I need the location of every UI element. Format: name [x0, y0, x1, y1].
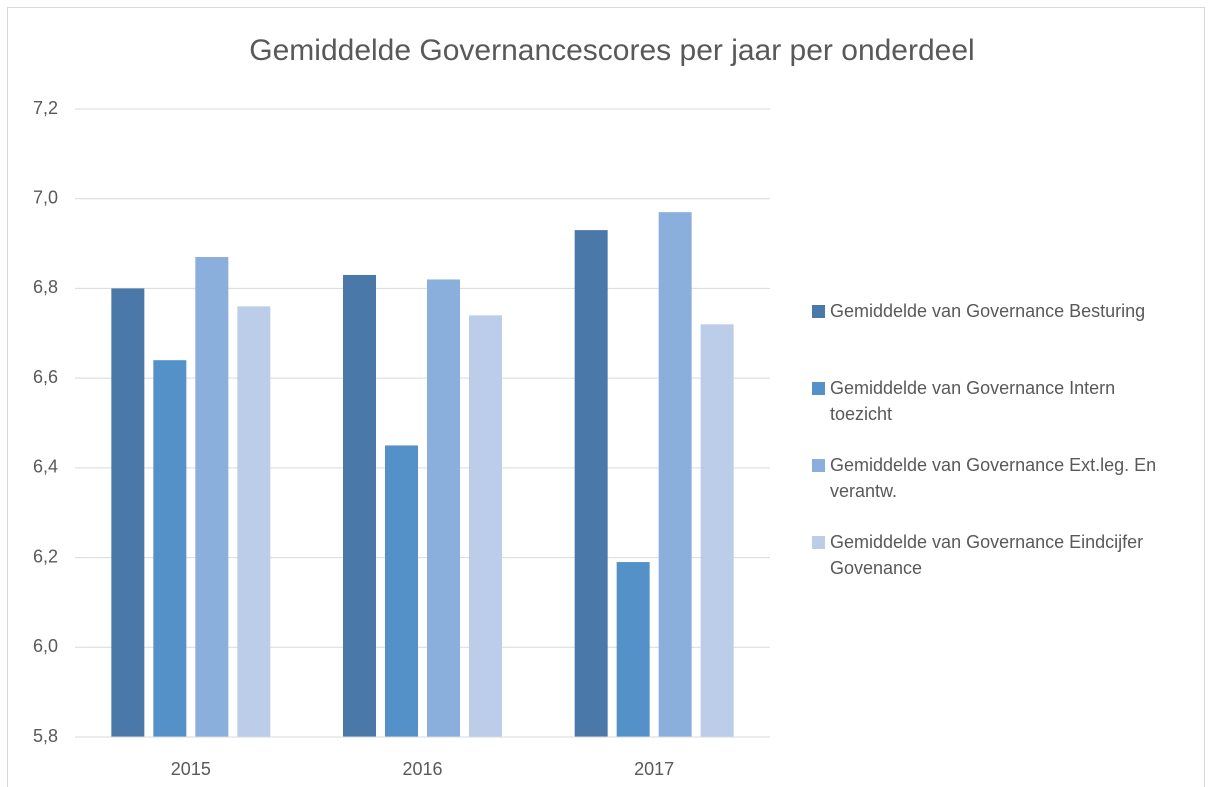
y-tick-label: 6,2 — [33, 546, 58, 566]
bar — [427, 279, 460, 737]
legend-swatch — [812, 459, 825, 472]
bar — [616, 562, 650, 737]
bar — [343, 274, 376, 737]
legend-swatch — [812, 382, 825, 395]
bar — [237, 306, 271, 737]
legend-label: Gemiddelde van Governance Intern toezich… — [830, 378, 1116, 424]
y-tick-label: 6,8 — [33, 277, 58, 297]
y-tick-label: 5,8 — [33, 726, 58, 746]
legend-entry: Gemiddelde van Governance Besturing — [812, 298, 1172, 375]
bar — [195, 257, 229, 737]
y-tick-label: 6,0 — [33, 636, 58, 656]
legend-label: Gemiddelde van Governance Ext.leg. En ve… — [830, 455, 1157, 501]
legend-entry: Gemiddelde van Governance Intern toezich… — [812, 375, 1172, 452]
bar — [111, 288, 145, 737]
y-tick-label: 7,0 — [33, 187, 58, 207]
chart-title: Gemiddelde Governancescores per jaar per… — [249, 34, 974, 67]
legend-label: Gemiddelde van Governance Eindcijfer Gov… — [830, 532, 1144, 578]
bar — [385, 445, 418, 737]
legend-swatch — [812, 536, 825, 549]
bar — [658, 212, 692, 737]
y-tick-label: 6,6 — [33, 367, 58, 387]
bar — [700, 324, 734, 737]
x-tick-label: 2016 — [402, 759, 442, 779]
legend-label: Gemiddelde van Governance Besturing — [830, 301, 1146, 321]
legend-entry: Gemiddelde van Governance Eindcijfer Gov… — [812, 529, 1172, 606]
x-tick-label: 2017 — [634, 759, 674, 779]
bar — [153, 360, 187, 737]
chart-border — [7, 7, 1205, 787]
bar — [574, 230, 608, 737]
legend: Gemiddelde van Governance Besturing Gemid… — [812, 298, 1172, 606]
y-tick-label: 6,4 — [33, 457, 58, 477]
legend-entry: Gemiddelde van Governance Ext.leg. En ve… — [812, 452, 1172, 529]
legend-swatch — [812, 305, 825, 318]
x-tick-label: 2015 — [171, 759, 211, 779]
bar — [469, 315, 502, 737]
y-tick-label: 7,2 — [33, 98, 58, 118]
